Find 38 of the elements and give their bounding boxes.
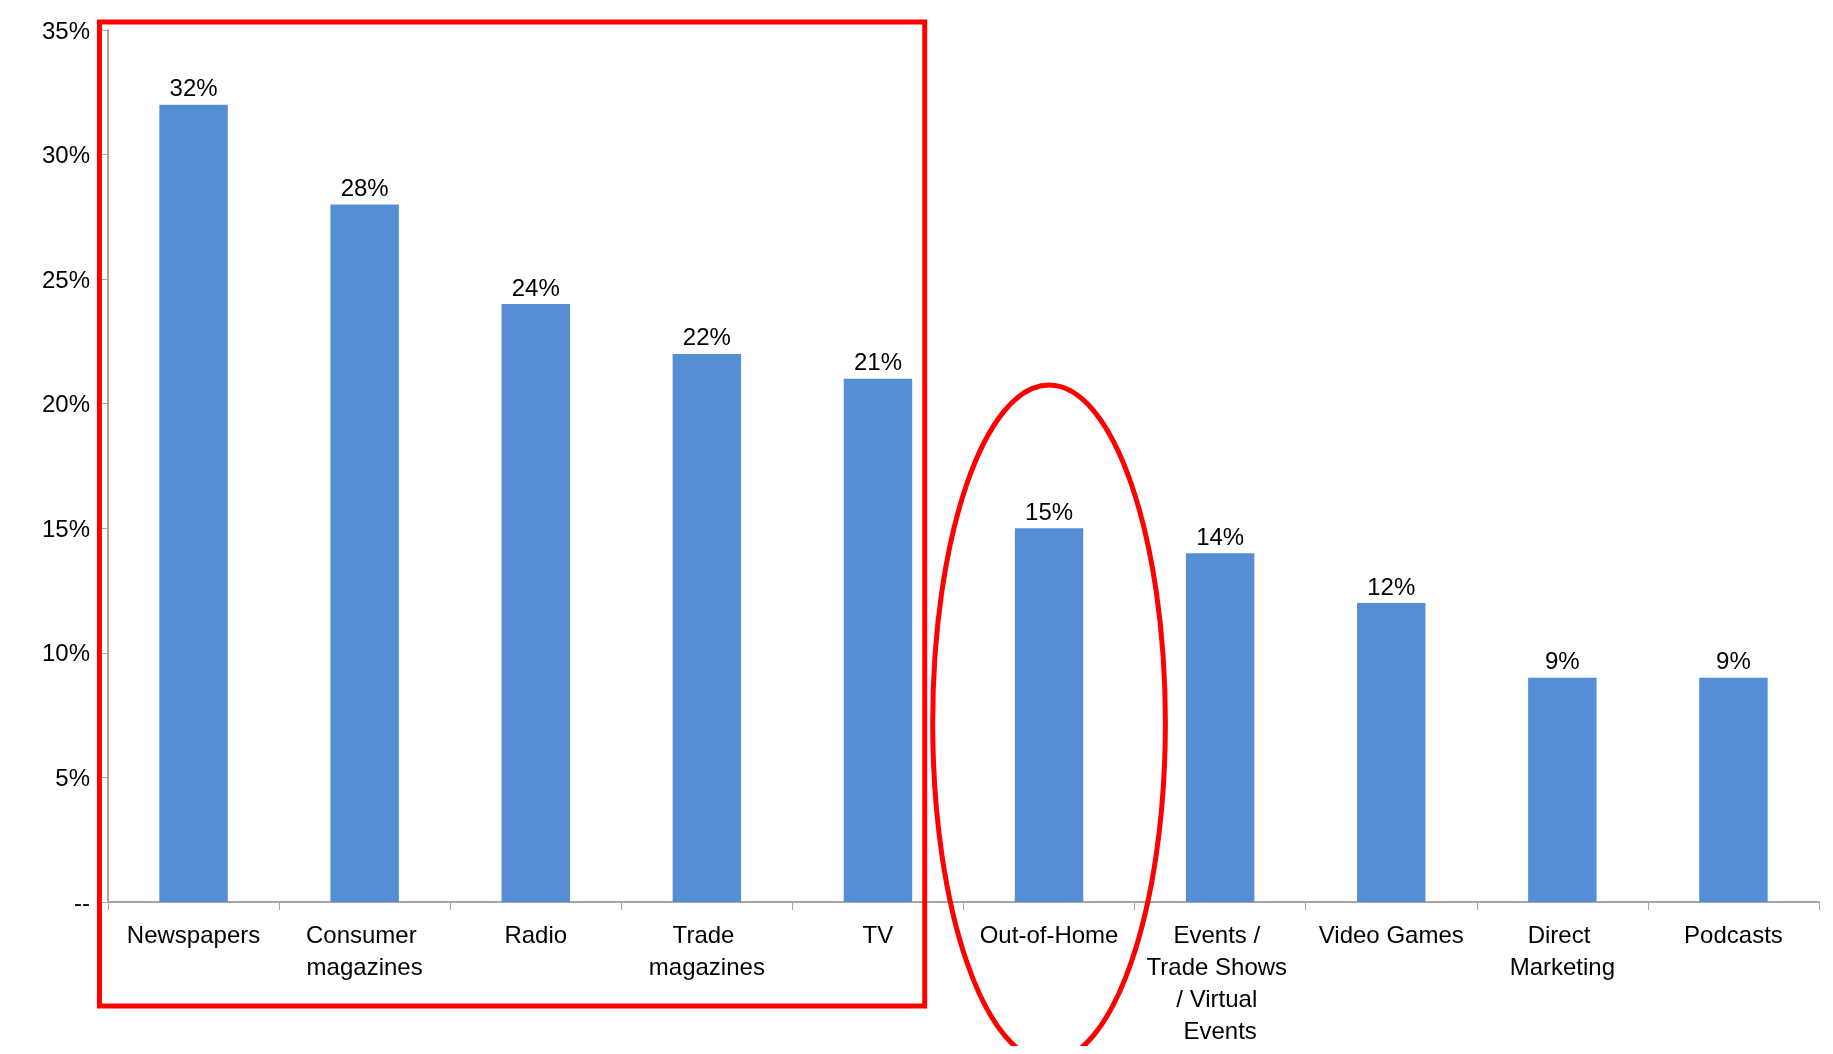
x-tick-label: Radio [504, 920, 568, 948]
bar [159, 104, 228, 902]
bar [1699, 677, 1768, 902]
x-tick-label: TV [862, 920, 894, 948]
x-tick-label: Video Games [1318, 920, 1464, 948]
y-tick-label: 20% [41, 390, 90, 418]
bar [843, 378, 913, 902]
y-tick-label: 10% [41, 639, 90, 667]
x-tick-label: Podcasts [1684, 920, 1783, 948]
y-tick-label: -- [74, 888, 90, 916]
data-label: 9% [1545, 647, 1580, 675]
bar [330, 204, 399, 902]
bar [1014, 528, 1084, 902]
data-label: 14% [1196, 522, 1245, 550]
x-tick-label: Events / Trade Shows / Virtual Events [1146, 920, 1294, 1044]
x-tick-label: Consumer magazines [305, 920, 424, 980]
y-tick-label: 5% [55, 763, 90, 791]
y-tick-label: 30% [41, 141, 90, 169]
bar [501, 304, 570, 902]
y-tick-label: 25% [41, 265, 90, 293]
x-tick-label: Newspapers [126, 920, 261, 948]
bar [1185, 553, 1255, 902]
bar [1528, 677, 1597, 902]
x-tick-label: Out-of-Home [979, 920, 1119, 948]
x-tick-label: Direct Marketing [1509, 920, 1616, 980]
data-label: 28% [340, 173, 389, 201]
data-label: 15% [1025, 497, 1074, 525]
data-label: 21% [853, 348, 902, 376]
data-label: 22% [682, 323, 731, 351]
y-tick-label: 35% [41, 16, 90, 44]
data-label: 9% [1716, 647, 1751, 675]
data-label: 24% [511, 273, 560, 301]
y-tick-label: 15% [41, 514, 90, 542]
bar [672, 353, 742, 902]
x-tick-label: Trade magazines [648, 920, 765, 980]
data-label: 12% [1367, 572, 1416, 600]
data-label: 32% [169, 74, 218, 102]
bar [1357, 603, 1426, 902]
